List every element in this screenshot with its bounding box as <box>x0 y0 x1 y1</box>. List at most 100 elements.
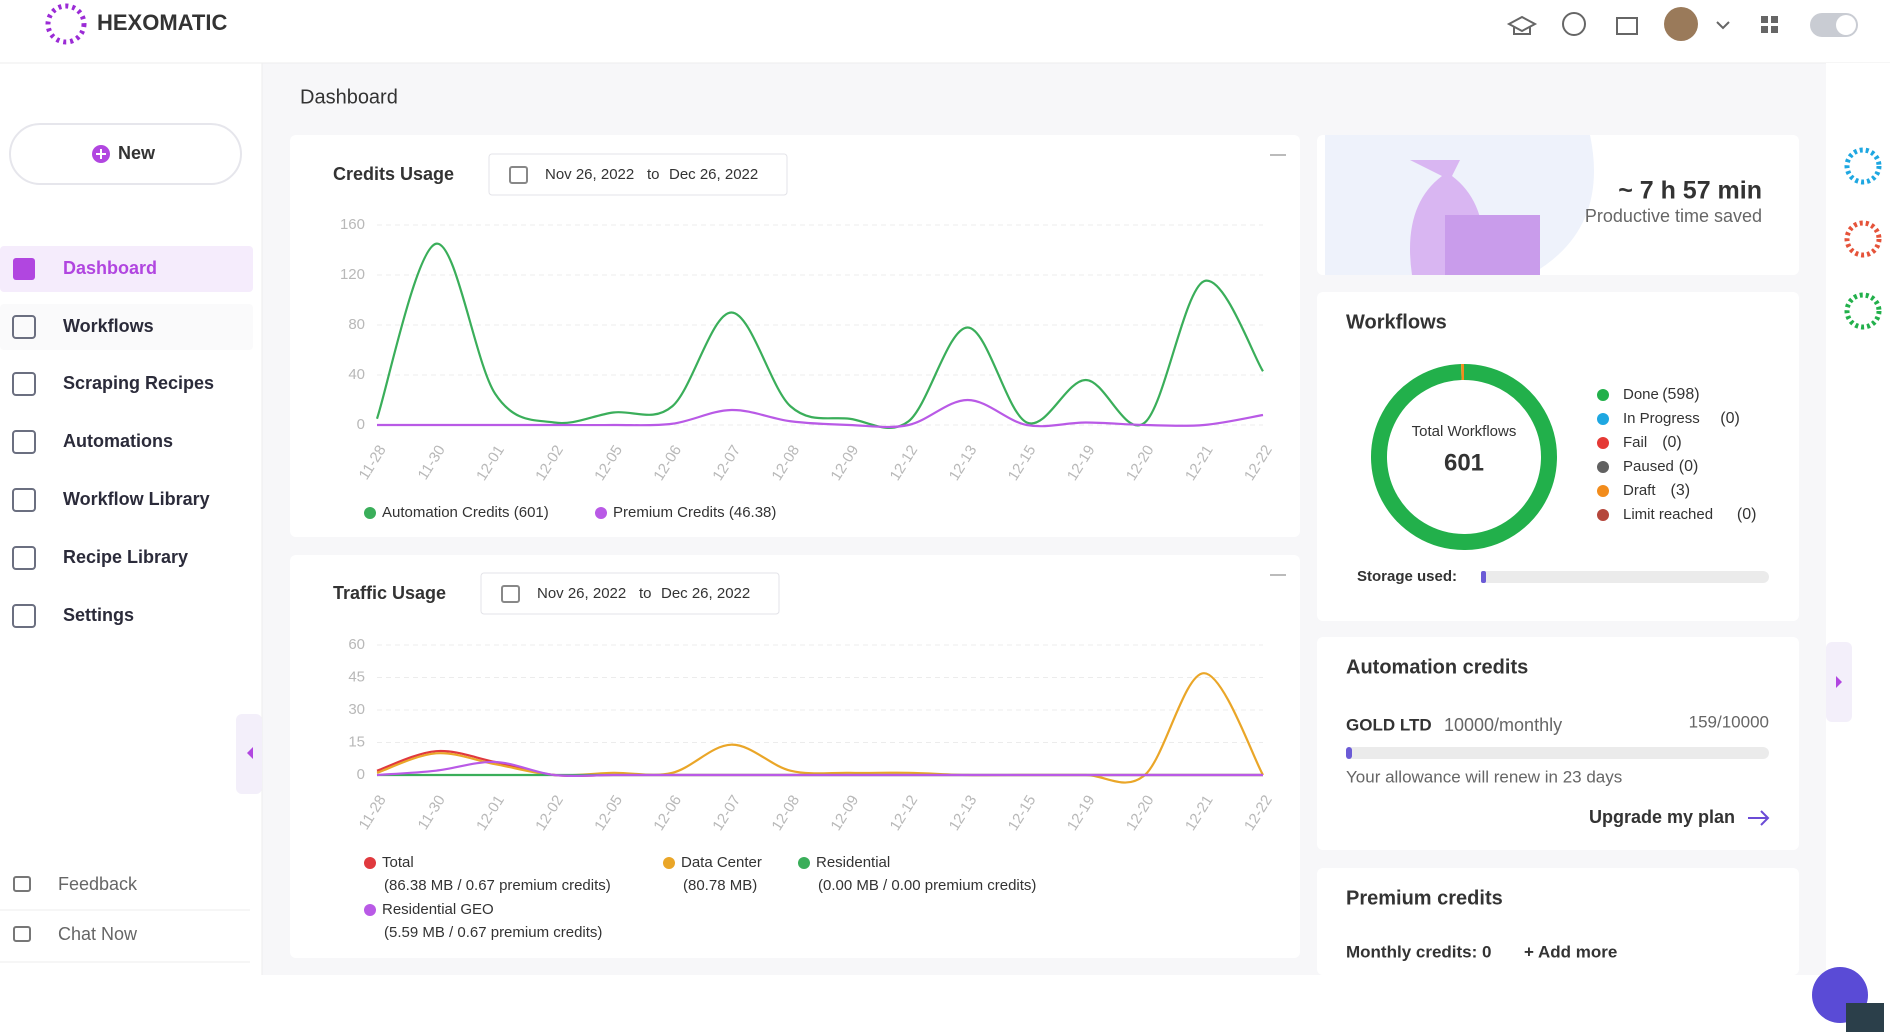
donut-segment <box>1371 364 1557 550</box>
legend-label: In Progress <box>1623 410 1700 427</box>
menu-icon <box>12 372 36 396</box>
legend-value: (598) <box>1662 386 1699 403</box>
storage-bar <box>1481 571 1769 583</box>
upgrade-link[interactable]: Upgrade my plan <box>1589 807 1735 827</box>
apps-square <box>1771 16 1778 23</box>
legend-detail: (5.59 MB / 0.67 premium credits) <box>384 924 602 941</box>
account-menu-arrow[interactable] <box>1716 21 1730 30</box>
add-more-link[interactable]: + Add more <box>1524 942 1617 961</box>
legend-marker <box>595 507 607 519</box>
automation-credits-card <box>1317 637 1799 850</box>
legend-marker <box>1597 437 1609 449</box>
monthly-credits: Monthly credits: 0 <box>1346 942 1491 961</box>
menu-item[interactable]: Workflows <box>63 316 154 336</box>
legend-value: (0) <box>1679 458 1699 475</box>
center-label: Total Workflows <box>1412 423 1517 440</box>
y-tick-label: 40 <box>348 366 365 383</box>
legend-label: Draft <box>1623 482 1656 499</box>
new-plus <box>96 149 106 159</box>
date-range[interactable] <box>480 572 780 615</box>
header-icons <box>1506 12 1730 36</box>
legend-label[interactable]: Residential <box>816 854 890 871</box>
plan-rate: 10000/monthly <box>1444 715 1562 735</box>
apps-square <box>1761 26 1768 33</box>
legend-label[interactable]: Total <box>382 854 414 871</box>
chat-icon <box>13 926 31 942</box>
y-tick-label: 30 <box>348 701 365 718</box>
chart-title: Credits Usage <box>333 164 454 184</box>
sidebar <box>0 63 262 975</box>
menu-icon <box>12 604 36 628</box>
legend-value: (3) <box>1671 482 1691 499</box>
app-icon[interactable] <box>1844 292 1882 330</box>
y-tick-label: 160 <box>340 216 365 233</box>
academy-icon[interactable] <box>1506 15 1538 35</box>
series-line <box>376 760 1263 778</box>
y-tick-label: 45 <box>348 668 365 685</box>
legend-label[interactable]: Premium Credits (46.38) <box>613 504 776 521</box>
rail-arrow <box>1836 676 1842 688</box>
menu: Dashboard Workflows Scraping Recipes Automa… <box>12 258 214 628</box>
upgrade-arrow <box>1748 810 1770 826</box>
logo-icon <box>45 3 87 45</box>
legend-marker <box>1597 461 1609 473</box>
feedback-link[interactable]: Feedback <box>58 874 138 894</box>
date-range[interactable] <box>488 153 788 196</box>
avatar[interactable] <box>1664 7 1698 41</box>
menu-item[interactable]: Recipe Library <box>63 547 188 567</box>
legend-label: Limit reached <box>1623 506 1713 523</box>
logo[interactable]: HEXOMATIC <box>45 3 227 45</box>
menu-icon <box>12 488 36 512</box>
chat-link[interactable]: Chat Now <box>58 924 138 944</box>
app-icon[interactable] <box>1844 147 1882 185</box>
legend-label[interactable]: Residential GEO <box>382 901 494 918</box>
new-button[interactable] <box>9 123 242 185</box>
menu-icon <box>13 258 35 280</box>
legend-label[interactable]: Data Center <box>681 854 762 871</box>
menu-icon <box>12 546 36 570</box>
menu-item[interactable]: Dashboard <box>63 258 157 278</box>
renew-note: Your allowance will renew in 23 days <box>1346 767 1622 786</box>
time-saved-label: Productive time saved <box>1585 206 1762 226</box>
menu-icon <box>12 430 36 454</box>
card-title: Premium credits <box>1346 887 1503 909</box>
premium-credits-card <box>1317 868 1799 975</box>
menu-item[interactable]: Settings <box>63 605 134 625</box>
legend-label[interactable]: Automation Credits (601) <box>382 504 549 521</box>
y-tick-label: 0 <box>357 416 365 433</box>
hover-menu-bg <box>0 304 253 350</box>
y-tick-label: 120 <box>340 266 365 283</box>
legend-label: Fail <box>1623 434 1647 451</box>
active-menu-bg <box>0 246 253 292</box>
legend-value: (0) <box>1737 506 1757 523</box>
legend-value: (0) <box>1662 434 1682 451</box>
y-tick-label: 0 <box>357 766 365 783</box>
app-icon[interactable] <box>1844 220 1882 258</box>
legend-detail: (86.38 MB / 0.67 premium credits) <box>384 877 611 894</box>
apps-icon[interactable] <box>1761 16 1778 33</box>
legend-detail: (80.78 MB) <box>683 877 757 894</box>
legend-marker <box>1597 413 1609 425</box>
corner-badge[interactable] <box>1846 1003 1884 1032</box>
menu-icon <box>12 315 36 339</box>
gift-icon[interactable] <box>1616 17 1638 35</box>
legend-marker <box>1597 509 1609 521</box>
bottom-strip <box>0 975 1890 1032</box>
y-tick-label: 60 <box>348 636 365 653</box>
menu-item[interactable]: Automations <box>63 431 173 451</box>
menu-item[interactable]: Scraping Recipes <box>63 373 214 393</box>
date-from: Nov 26, 2022 <box>537 585 626 602</box>
legend-marker <box>364 857 376 869</box>
help-icon[interactable] <box>1562 12 1586 36</box>
menu-item[interactable]: Workflow Library <box>63 489 210 509</box>
new-label: New <box>118 143 156 163</box>
legend-detail: (0.00 MB / 0.00 premium credits) <box>818 877 1036 894</box>
date-separator: to <box>639 585 652 602</box>
feedback-icon <box>13 876 31 892</box>
right-rail <box>1826 63 1890 975</box>
y-tick-label: 80 <box>348 316 365 333</box>
usage-bar <box>1346 747 1769 759</box>
plan-name: GOLD LTD <box>1346 715 1432 734</box>
page-title: Dashboard <box>300 86 398 108</box>
